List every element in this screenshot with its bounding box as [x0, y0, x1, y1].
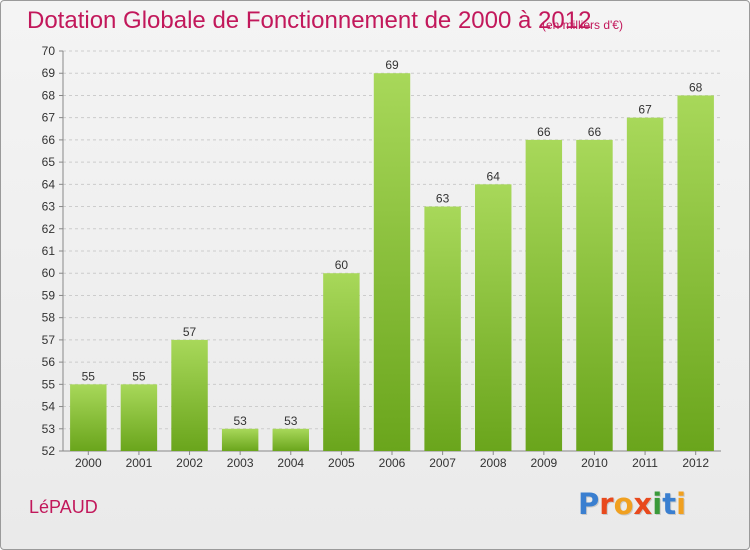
x-tick-label: 2003	[227, 456, 254, 470]
data-label: 66	[588, 125, 602, 139]
bar-2007	[424, 206, 461, 451]
y-tick-label: 70	[42, 44, 56, 58]
x-tick-label: 2008	[480, 456, 507, 470]
bar-2005	[323, 273, 360, 451]
y-tick-label: 54	[42, 400, 56, 414]
data-label: 53	[284, 414, 298, 428]
y-tick-label: 62	[42, 222, 56, 236]
data-label: 68	[689, 80, 703, 94]
bar-2008	[475, 184, 512, 452]
x-tick-label: 2012	[682, 456, 709, 470]
x-tick-label: 2004	[277, 456, 304, 470]
y-tick-label: 52	[42, 444, 56, 458]
data-label: 53	[233, 414, 247, 428]
data-label: 60	[335, 258, 349, 272]
x-tick-label: 2005	[328, 456, 355, 470]
y-tick-label: 55	[42, 377, 56, 391]
y-tick-label: 57	[42, 333, 56, 347]
x-tick-label: 2001	[126, 456, 153, 470]
y-tick-label: 67	[42, 111, 56, 125]
y-tick-label: 53	[42, 422, 56, 436]
y-tick-label: 66	[42, 133, 56, 147]
data-label: 66	[537, 125, 551, 139]
bar-2012	[677, 95, 714, 451]
x-tick-label: 2000	[75, 456, 102, 470]
bar-2006	[373, 73, 411, 451]
y-tick-label: 68	[42, 88, 56, 102]
bar-2009	[525, 139, 563, 451]
x-tick-label: 2010	[581, 456, 608, 470]
logo-letter: x	[633, 487, 653, 521]
logo-letter: P	[578, 487, 600, 521]
bar-2000	[70, 384, 107, 451]
logo-letter: o	[613, 487, 634, 521]
data-label: 67	[638, 103, 652, 117]
bar-2002	[171, 339, 208, 451]
data-label: 55	[132, 369, 146, 383]
y-tick-label: 60	[42, 266, 56, 280]
y-tick-label: 56	[42, 355, 56, 369]
y-tick-label: 63	[42, 200, 56, 214]
data-label: 55	[82, 369, 96, 383]
y-tick-label: 58	[42, 311, 56, 325]
bar-2003	[221, 428, 259, 451]
data-label: 63	[436, 192, 450, 206]
chart-title: Dotation Globale de Fonctionnement de 20…	[27, 7, 592, 34]
y-tick-label: 64	[42, 177, 56, 191]
x-tick-label: 2002	[176, 456, 203, 470]
chart-subtitle: (en milliers d'€)	[542, 18, 623, 32]
logo-letter: r	[599, 487, 614, 521]
x-tick-label: 2007	[429, 456, 456, 470]
x-tick-label: 2009	[530, 456, 557, 470]
logo-letter: t	[662, 487, 677, 521]
x-tick-label: 2006	[379, 456, 406, 470]
data-label: 69	[385, 58, 399, 72]
bar-2011	[626, 117, 664, 452]
proxiti-logo: Proxiti	[578, 487, 686, 521]
y-tick-label: 61	[42, 244, 56, 258]
y-tick-label: 65	[42, 155, 56, 169]
bar-2001	[120, 384, 158, 451]
x-tick-label: 2011	[632, 456, 658, 470]
y-tick-label: 69	[42, 66, 56, 80]
bar-2010	[576, 139, 613, 451]
logo-letter: i	[676, 487, 687, 521]
y-tick-label: 59	[42, 288, 56, 302]
data-label: 57	[183, 325, 197, 339]
data-label: 64	[487, 169, 501, 183]
commune-name: LéPAUD	[29, 497, 98, 517]
bar-2004	[272, 428, 309, 451]
logo-letter: i	[652, 487, 663, 521]
